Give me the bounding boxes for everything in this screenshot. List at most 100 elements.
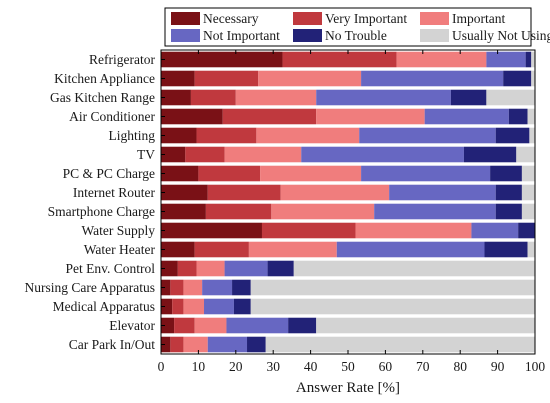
bar-segment-16-5 (247, 336, 266, 353)
bar-segment-5-5 (495, 127, 530, 144)
legend: Necessary Very Important Important Not Impo… (164, 7, 550, 47)
bar-segment-8-5 (495, 184, 522, 201)
bar-segment-16-1 (161, 336, 171, 353)
bar-segment-15-4 (226, 317, 289, 334)
bar-segment-4-1 (161, 108, 223, 125)
x-tick-label: 30 (266, 359, 280, 374)
bar-segment-7-1 (161, 165, 199, 182)
bar-segment-2-6 (531, 70, 535, 87)
bar-segment-8-6 (521, 184, 535, 201)
bar-segment-9-5 (495, 203, 522, 220)
legend-swatch (171, 29, 200, 42)
category-label: Medical Apparatus (53, 299, 155, 314)
bar-segment-14-5 (233, 298, 251, 315)
bar-segment-6-6 (516, 146, 535, 163)
bar-segment-12-1 (161, 260, 178, 277)
category-label: Gas Kitchen Range (50, 90, 155, 105)
bar-segment-9-3 (271, 203, 375, 220)
bar-segment-11-2 (194, 241, 249, 258)
bar-segment-1-6 (531, 51, 535, 68)
x-tick-label: 70 (416, 359, 430, 374)
bar-segment-15-3 (194, 317, 227, 334)
x-tick-label: 20 (229, 359, 243, 374)
bar-segment-9-4 (374, 203, 496, 220)
bar-segment-16-3 (183, 336, 208, 353)
legend-swatch (293, 29, 322, 42)
category-label: Car Park In/Out (69, 337, 155, 352)
legend-swatch (293, 12, 322, 25)
bar-segment-15-2 (174, 317, 195, 334)
bar-segment-14-3 (183, 298, 205, 315)
bar-segment-11-1 (161, 241, 195, 258)
category-label: Smartphone Charge (48, 204, 155, 219)
legend-label: Very Important (325, 11, 407, 26)
bar-segment-14-4 (204, 298, 234, 315)
legend-label: No Trouble (325, 28, 387, 43)
legend-label: Important (452, 11, 505, 26)
legend-label: Not Important (203, 28, 280, 43)
legend-swatch (420, 12, 449, 25)
bar-segment-10-1 (161, 222, 262, 239)
bar-segment-16-6 (265, 336, 535, 353)
legend-swatch (420, 29, 449, 42)
bar-segment-9-2 (205, 203, 272, 220)
x-axis-ticks: 0 10 20 30 40 50 60 70 80 90 100 (158, 50, 546, 374)
bar-segment-9-6 (521, 203, 535, 220)
bar-segment-12-2 (177, 260, 197, 277)
bar-segment-1-4 (486, 51, 526, 68)
bar-segment-15-6 (316, 317, 535, 334)
category-label: Pet Env. Control (66, 261, 156, 276)
bar-segment-3-5 (450, 89, 487, 106)
bars-group (161, 51, 535, 353)
bar-segment-6-2 (185, 146, 225, 163)
bar-segment-3-6 (486, 89, 535, 106)
bar-segment-7-5 (490, 165, 522, 182)
bar-segment-4-3 (316, 108, 425, 125)
x-tick-label: 60 (379, 359, 393, 374)
bar-segment-2-5 (503, 70, 532, 87)
bar-segment-2-4 (361, 70, 504, 87)
bar-segment-3-1 (161, 89, 191, 106)
bar-segment-13-6 (250, 279, 535, 296)
bar-segment-6-3 (224, 146, 302, 163)
bar-segment-6-1 (161, 146, 186, 163)
bar-segment-3-4 (316, 89, 451, 106)
bar-segment-13-5 (232, 279, 251, 296)
bar-segment-12-6 (293, 260, 535, 277)
bar-segment-13-3 (183, 279, 203, 296)
category-label: PC & PC Charge (63, 166, 155, 181)
bar-segment-14-2 (172, 298, 184, 315)
legend-label: Usually Not Using (452, 28, 550, 43)
bar-segment-4-6 (527, 108, 535, 125)
category-label: Kitchen Appliance (54, 71, 155, 86)
bar-segment-14-6 (250, 298, 535, 315)
bar-segment-2-1 (161, 70, 195, 87)
category-label: Water Heater (84, 242, 156, 257)
category-label: Internet Router (73, 185, 156, 200)
category-label: Water Supply (81, 223, 155, 238)
bar-segment-11-3 (248, 241, 337, 258)
bar-segment-2-3 (258, 70, 362, 87)
x-axis-title: Answer Rate [%] (296, 380, 400, 396)
bar-segment-5-4 (359, 127, 496, 144)
bar-segment-1-1 (161, 51, 283, 68)
bar-segment-7-2 (198, 165, 261, 182)
bar-segment-11-6 (527, 241, 535, 258)
bar-segment-10-3 (355, 222, 472, 239)
bar-segment-15-5 (288, 317, 317, 334)
category-label: Lighting (109, 128, 156, 143)
bar-segment-4-4 (424, 108, 509, 125)
bar-segment-7-6 (521, 165, 535, 182)
bar-segment-5-1 (161, 127, 197, 144)
legend-label: Necessary (203, 11, 259, 26)
legend-box (164, 7, 532, 47)
bar-segment-8-3 (280, 184, 390, 201)
bar-segment-16-4 (207, 336, 248, 353)
bar-segment-7-3 (260, 165, 362, 182)
plot-frame (160, 49, 536, 355)
bar-segment-5-2 (196, 127, 257, 144)
bar-segment-1-3 (396, 51, 487, 68)
x-tick-label: 100 (525, 359, 546, 374)
category-labels: Refrigerator Kitchen Appliance Gas Kitchen… (25, 52, 156, 352)
category-label: Nursing Care Apparatus (25, 280, 155, 295)
